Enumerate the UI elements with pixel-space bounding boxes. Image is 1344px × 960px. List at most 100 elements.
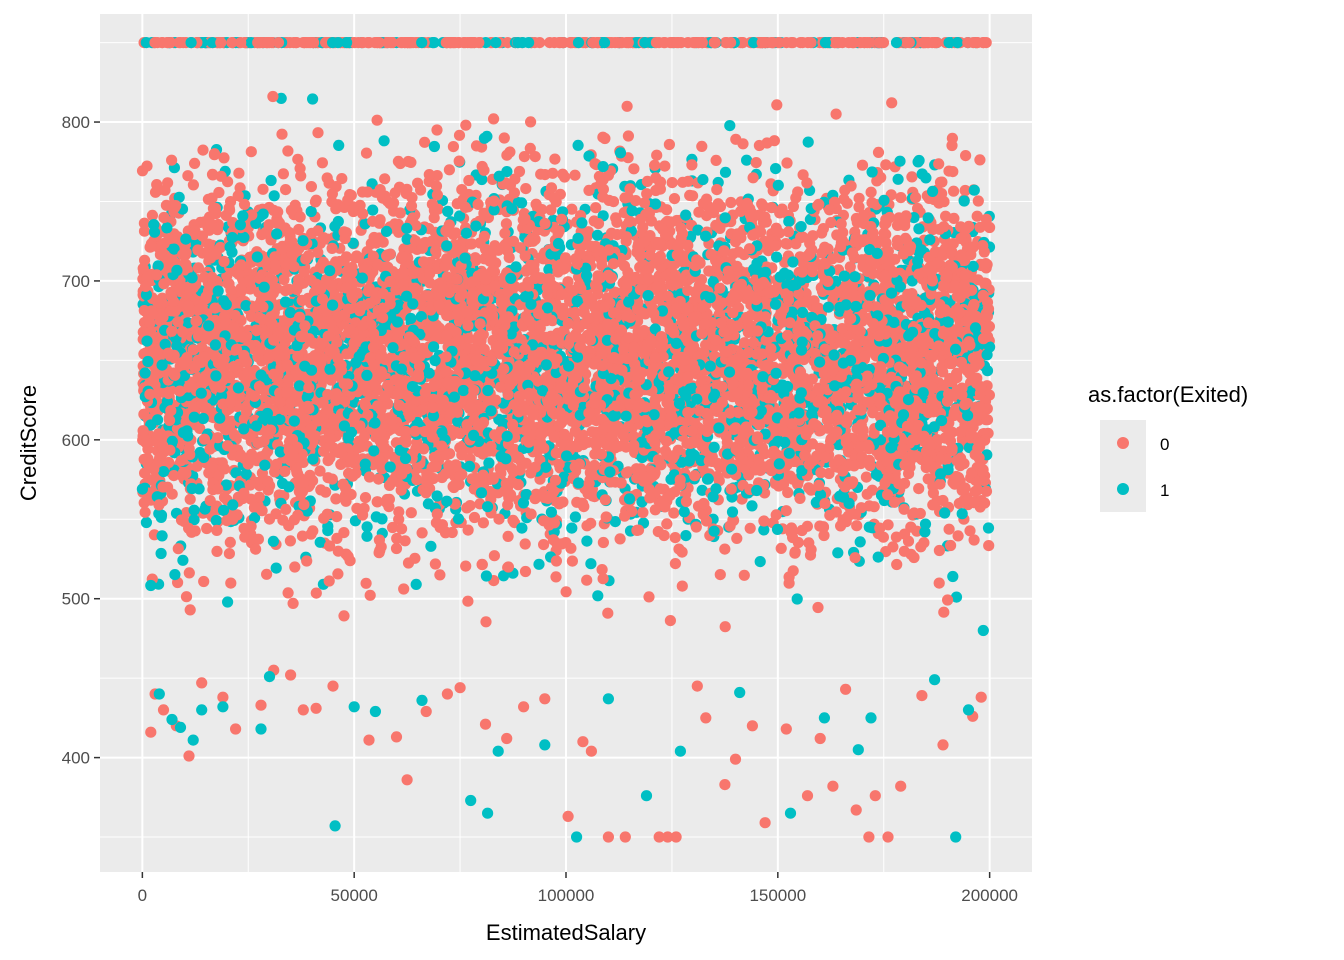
- point-class-0: [524, 142, 536, 154]
- point-class-0: [323, 575, 335, 587]
- point-class-0: [453, 129, 466, 141]
- point-class-0: [669, 558, 682, 570]
- point-class-0: [934, 478, 946, 490]
- point-class-0: [940, 210, 952, 222]
- point-class-0: [840, 339, 852, 351]
- point-class-0: [502, 499, 514, 511]
- point-class-0: [182, 170, 194, 182]
- point-class-0: [294, 162, 306, 174]
- point-class-1: [240, 468, 252, 480]
- point-class-1: [680, 530, 692, 542]
- point-class-0: [569, 169, 581, 181]
- point-class-0: [732, 406, 744, 418]
- point-class-0: [639, 197, 651, 209]
- point-class-0: [419, 136, 431, 148]
- point-class-0: [469, 252, 481, 264]
- point-class-1: [758, 524, 770, 536]
- point-class-1: [460, 227, 472, 239]
- point-class-0: [659, 501, 671, 513]
- point-class-1: [770, 163, 782, 175]
- point-class-0: [891, 558, 903, 571]
- point-class-0: [291, 283, 303, 295]
- point-class-0: [714, 569, 726, 581]
- point-class-0: [547, 167, 559, 179]
- point-class-0: [758, 515, 770, 527]
- point-class-0: [289, 561, 301, 573]
- point-class-0: [614, 533, 626, 545]
- point-class-0: [582, 226, 594, 238]
- point-class-0: [257, 183, 269, 195]
- point-class-1: [268, 190, 280, 202]
- point-class-0: [476, 558, 488, 571]
- point-class-0: [597, 131, 609, 143]
- point-class-0: [443, 164, 455, 176]
- point-class-0: [463, 174, 475, 187]
- point-class-0: [959, 184, 971, 197]
- point-class-0: [875, 447, 887, 459]
- point-class-0: [643, 591, 655, 603]
- point-class-1: [452, 513, 465, 525]
- point-class-0: [336, 173, 348, 185]
- point-class-1: [572, 139, 584, 151]
- point-class-1: [927, 185, 939, 197]
- point-class-0: [673, 543, 685, 555]
- point-class-0: [201, 522, 213, 535]
- point-class-0: [933, 577, 945, 589]
- point-class-0: [890, 531, 903, 543]
- point-class-0: [936, 188, 948, 200]
- point-class-0: [152, 428, 164, 440]
- point-class-0: [420, 487, 432, 499]
- point-class-1: [724, 120, 736, 132]
- point-class-1: [230, 467, 242, 479]
- point-class-0: [912, 202, 924, 215]
- point-class-1: [361, 521, 373, 533]
- point-class-0: [330, 493, 342, 505]
- point-class-0: [668, 507, 680, 519]
- point-class-0: [489, 280, 501, 292]
- point-class-1: [333, 139, 345, 151]
- point-class-1: [463, 460, 476, 472]
- point-class-0: [650, 184, 662, 197]
- point-class-0: [363, 471, 376, 483]
- point-class-0: [980, 213, 993, 225]
- point-class-1: [894, 155, 906, 167]
- point-class-0: [184, 493, 196, 505]
- point-class-0: [731, 532, 743, 545]
- point-class-0: [320, 486, 332, 498]
- point-class-1: [249, 512, 261, 524]
- point-class-0: [787, 200, 800, 213]
- point-class-0: [338, 610, 350, 622]
- point-class-0: [581, 574, 593, 586]
- point-class-0: [301, 555, 313, 567]
- point-class-0: [434, 569, 446, 581]
- point-class-0: [456, 184, 468, 196]
- point-class-0: [498, 132, 510, 144]
- point-class-0: [684, 189, 696, 201]
- point-class-0: [851, 520, 863, 532]
- point-class-0: [602, 607, 614, 619]
- point-class-0: [641, 188, 653, 200]
- point-class-1: [177, 554, 189, 566]
- point-class-0: [324, 540, 336, 552]
- point-class-0: [918, 537, 930, 549]
- point-class-0: [296, 485, 309, 498]
- point-class-1: [370, 511, 382, 523]
- point-class-0: [500, 218, 512, 230]
- point-class-1: [592, 590, 604, 602]
- point-class-1: [210, 514, 222, 527]
- point-class-0: [945, 539, 957, 552]
- point-class-0: [744, 522, 756, 534]
- point-class-1: [307, 93, 319, 105]
- point-class-0: [305, 181, 317, 193]
- point-class-0: [460, 560, 472, 572]
- point-class-0: [502, 530, 514, 543]
- point-class-0: [621, 100, 633, 112]
- point-class-0: [292, 153, 304, 165]
- point-class-0: [431, 189, 443, 201]
- point-class-0: [860, 471, 873, 483]
- point-class-0: [447, 141, 459, 153]
- point-class-0: [406, 192, 418, 204]
- point-class-0: [194, 422, 206, 434]
- point-class-0: [725, 196, 737, 209]
